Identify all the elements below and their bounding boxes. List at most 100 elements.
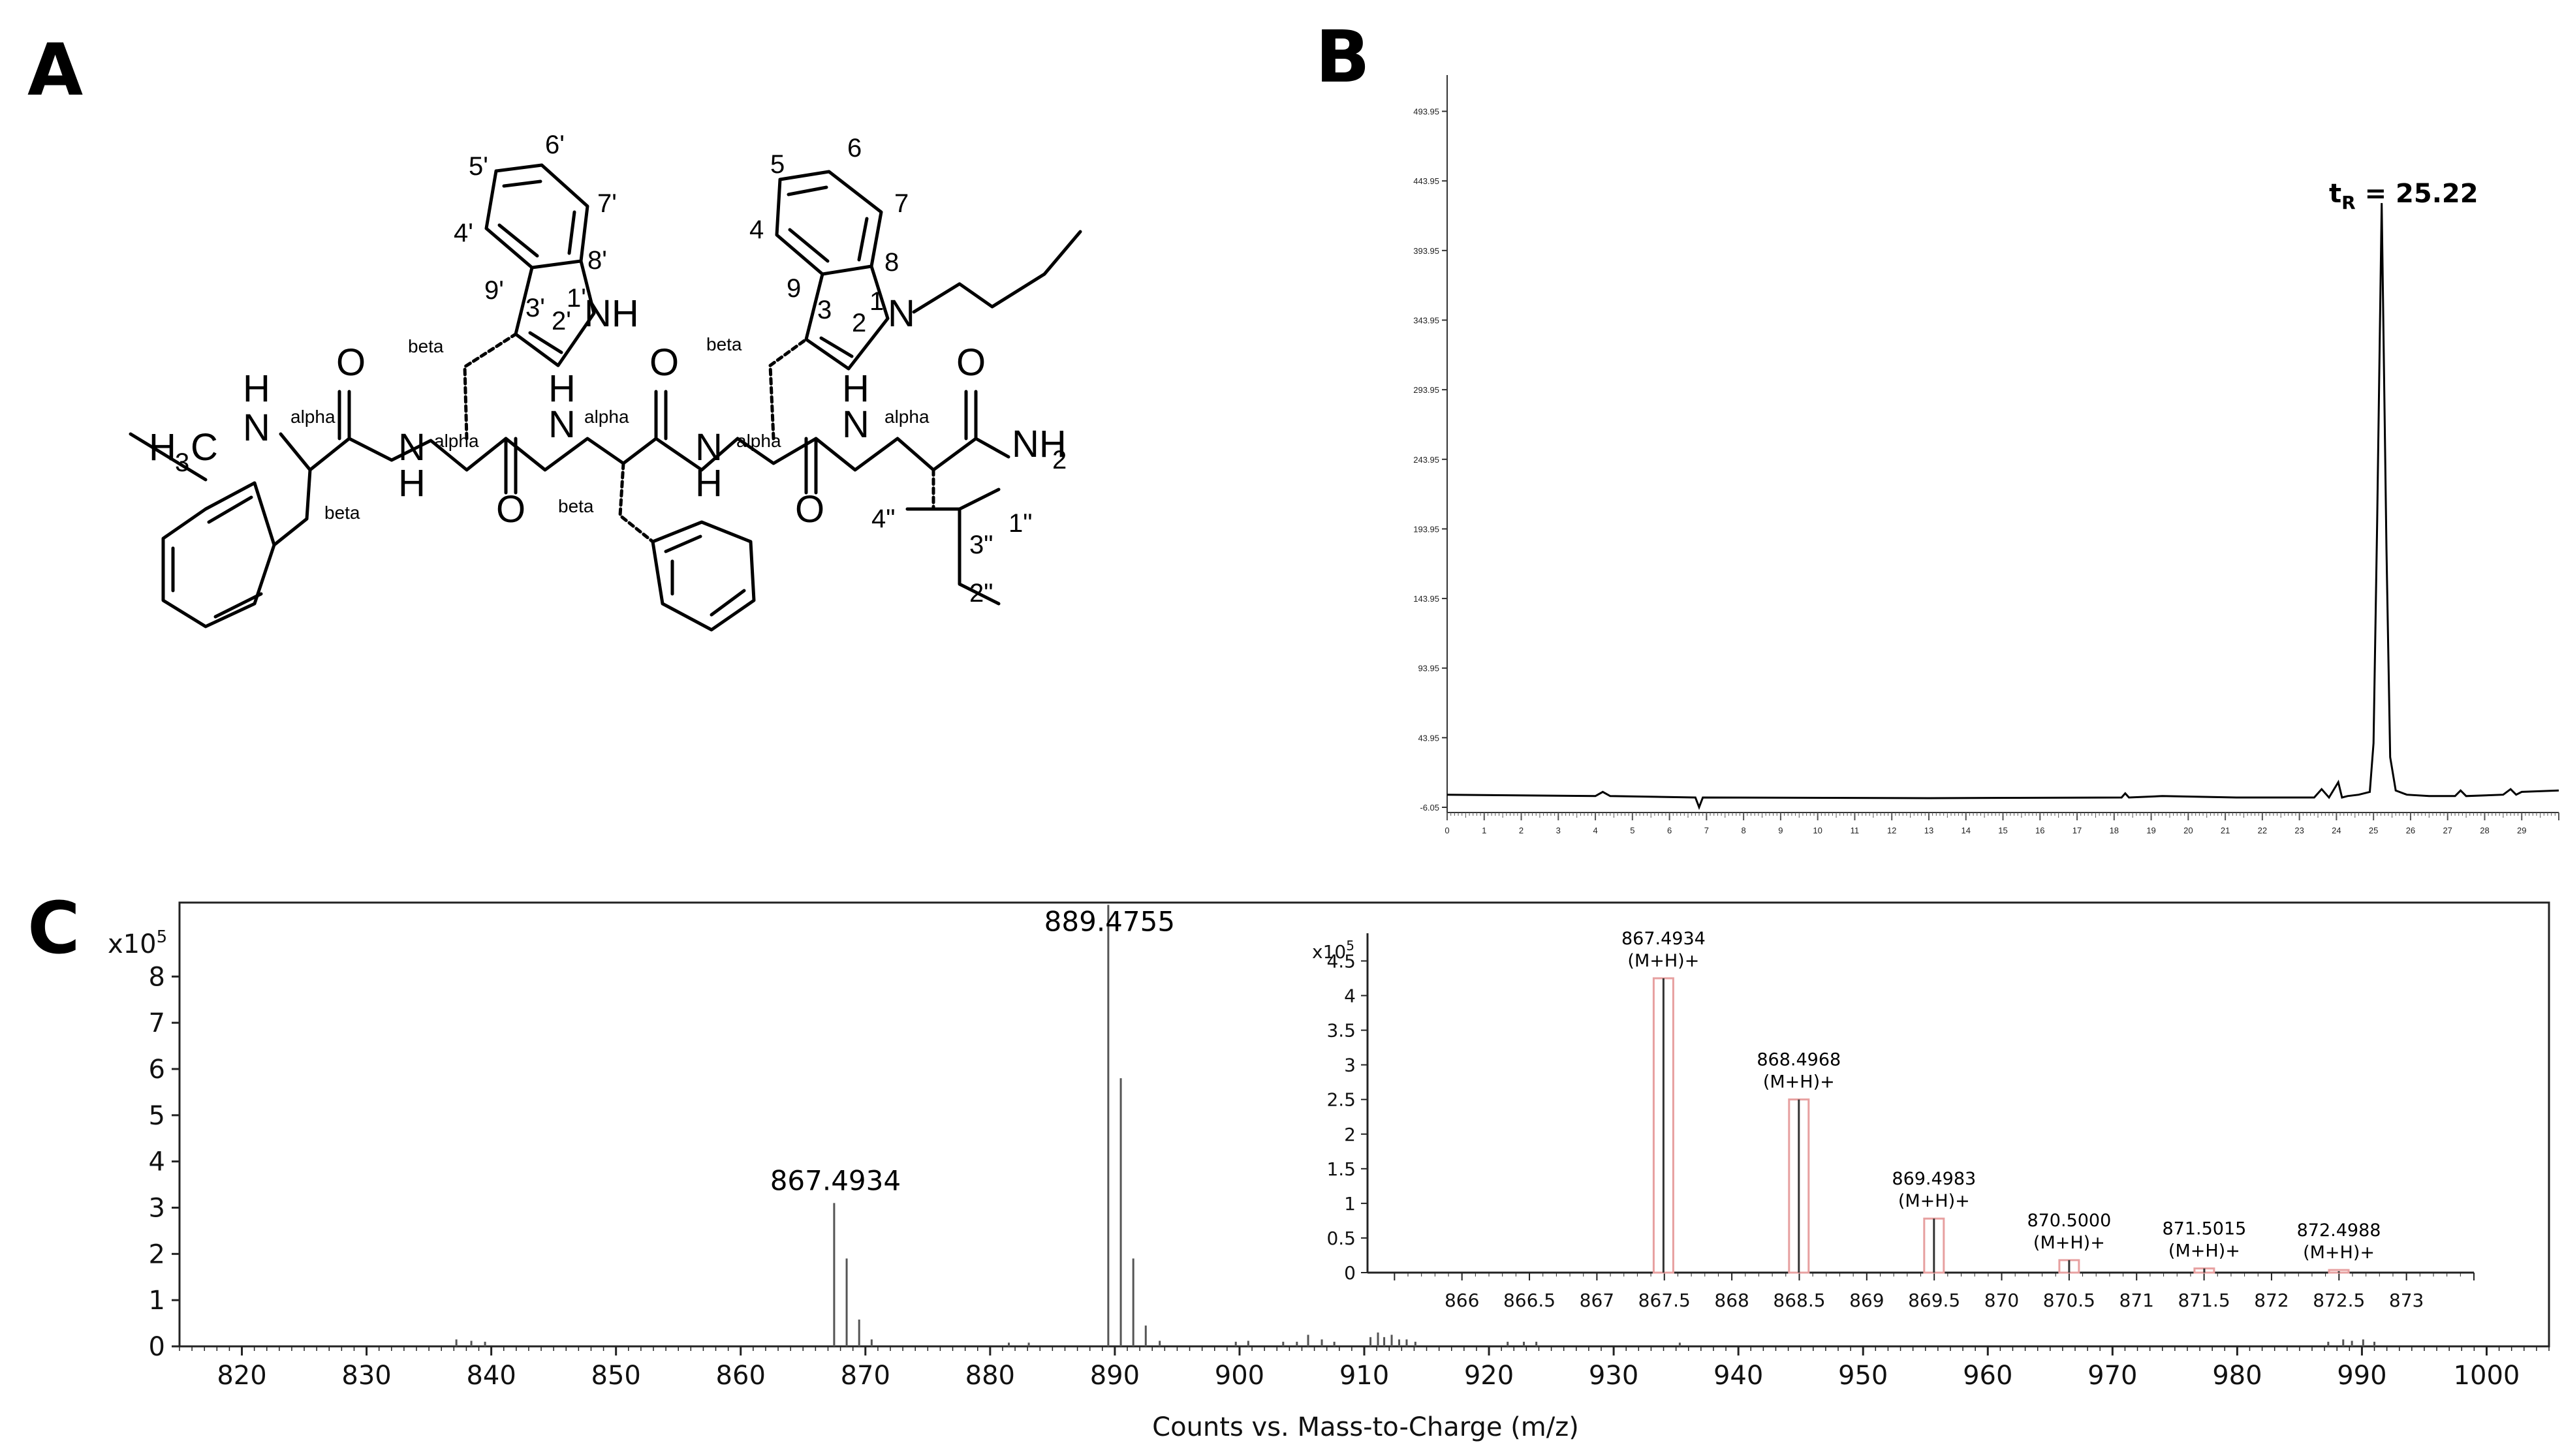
inset-peak-ion-label: (M+H)+ xyxy=(1763,1072,1835,1092)
inset-y-unit: x105 xyxy=(1312,938,1354,963)
spectrum-x-axis-title: Counts vs. Mass-to-Charge (m/z) xyxy=(1152,1412,1579,1442)
inset-x-tick-label: 869.5 xyxy=(1908,1290,1960,1311)
carbonyl-4 xyxy=(804,437,818,495)
methyl-subscript: 3 xyxy=(175,448,189,477)
spectrum-y-tick-label: 8 xyxy=(149,962,165,992)
chromatogram-x-tick-label: 8 xyxy=(1742,826,1746,835)
spectrum-x-tick-label: 930 xyxy=(1589,1361,1638,1391)
beta-label-4: beta xyxy=(706,334,742,354)
inset-y-tick-label: 4 xyxy=(1344,985,1356,1007)
chromatogram-x-tick-label: 4 xyxy=(1593,826,1597,835)
inset-x-tick-label: 867.5 xyxy=(1638,1290,1691,1311)
spectrum-x-tick-label: 960 xyxy=(1963,1361,2012,1391)
amide-1-h-atom: H xyxy=(398,462,426,504)
phe2-phenyl-ring xyxy=(651,520,756,632)
chromatogram-y-tick-label: 393.95 xyxy=(1413,246,1439,256)
inset-y-tick-label: 4.5 xyxy=(1326,950,1356,972)
amide-2-n-atom: N xyxy=(548,403,576,446)
carbonyl-3 xyxy=(654,390,668,441)
spectrum-x-tick-label: 890 xyxy=(1090,1361,1140,1391)
alpha-label-5: alpha xyxy=(884,407,930,427)
inset-peak-mz-label: 872.4988 xyxy=(2297,1220,2381,1241)
ring-label-5: 5 xyxy=(770,150,785,179)
butyl-trp-side-chain xyxy=(768,337,808,441)
chromatogram-x-tick-label: 7 xyxy=(1704,826,1709,835)
ring-label-1: 1 xyxy=(869,287,884,316)
left-indole-pyrrole-ring xyxy=(514,259,596,367)
inset-peak-ion-label: (M+H)+ xyxy=(2303,1243,2375,1263)
alpha-label-4: alpha xyxy=(736,431,781,451)
spectrum-y-tick-label: 0 xyxy=(149,1332,165,1362)
chromatogram-x-tick-label: 2 xyxy=(1519,826,1524,835)
spectrum-y-tick-label: 2 xyxy=(149,1239,165,1269)
methyl-h-atom: H xyxy=(149,426,176,469)
inset-y-tick-label: 0 xyxy=(1344,1262,1356,1284)
inset-peak-mz-label: 867.4934 xyxy=(1621,929,1706,949)
inset-x-tick-label: 866 xyxy=(1445,1290,1479,1311)
beta-label-3: beta xyxy=(558,496,594,516)
chromatogram-x-tick-label: 27 xyxy=(2443,826,2452,835)
chromatogram-y-tick-label: 243.95 xyxy=(1413,455,1439,465)
terminal-nh-atom: NH xyxy=(1012,423,1067,465)
carbonyl-5 xyxy=(964,390,978,441)
chromatogram-x-tick-label: 11 xyxy=(1851,826,1860,835)
peptide-backbone xyxy=(279,432,1010,472)
ring-label-7prime: 7' xyxy=(597,189,617,218)
inset-x-tick-label: 871.5 xyxy=(2178,1290,2230,1311)
right-indole-n: N xyxy=(888,292,915,335)
inset-x-tick-label: 868.5 xyxy=(1773,1290,1825,1311)
terminal-amide-oxygen: O xyxy=(956,341,986,384)
panel-label-c: C xyxy=(27,886,80,970)
inset-x-tick-label: 870.5 xyxy=(2043,1290,2095,1311)
chromatogram-y-tick-label: 193.95 xyxy=(1413,524,1439,534)
inset-y-tick-label: 3.5 xyxy=(1326,1020,1356,1042)
ring-label-1prime: 1' xyxy=(567,284,586,313)
inset-background xyxy=(1368,933,2472,1273)
left-indole-double-bonds xyxy=(497,179,576,258)
inset-x-tick-label: 872 xyxy=(2254,1290,2289,1311)
inset-peak-mz-label: 870.5000 xyxy=(2027,1211,2111,1231)
right-indole-c2-double-bond xyxy=(819,336,854,358)
ring-label-6: 6 xyxy=(847,134,862,163)
chromatogram-y-tick-label: 493.95 xyxy=(1413,107,1439,117)
chromatogram-x-tick-label: 26 xyxy=(2406,826,2415,835)
spectrum-peak-label: 867.4934 xyxy=(770,1164,901,1196)
spectrum-x-tick-label: 860 xyxy=(716,1361,766,1391)
spectrum-y-tick-label: 4 xyxy=(149,1147,165,1177)
carbonyl-2 xyxy=(504,437,518,495)
mass-spectrum-panel: x105 0 1 2 3 4 5 6 7 8 820 830 840 850 860 870 880 890 9… xyxy=(108,901,2550,1442)
inset-y-tick-label: 3 xyxy=(1344,1055,1356,1076)
inset-y-tick-label: 2.5 xyxy=(1326,1089,1356,1111)
inset-x-tick-label: 870 xyxy=(1984,1290,2019,1311)
inset-x-tick-label: 868 xyxy=(1714,1290,1749,1311)
ring-label-3: 3 xyxy=(817,296,832,324)
spectrum-x-tick-label: 990 xyxy=(2337,1361,2386,1391)
panel-label-b: B xyxy=(1315,15,1370,99)
chromatogram-trace xyxy=(1446,203,2559,811)
inset-y-tick-label: 2 xyxy=(1344,1124,1356,1145)
n-methyl-h-atom: H xyxy=(243,367,270,410)
chromatogram-x-tick-label: 13 xyxy=(1924,826,1933,835)
spectrum-x-tick-label: 920 xyxy=(1464,1361,1514,1391)
ring-label-4prime: 4' xyxy=(454,219,473,247)
chromatogram-y-tick-label: 93.95 xyxy=(1418,664,1439,674)
inset-peak-ion-label: (M+H)+ xyxy=(2033,1233,2105,1253)
phe2-phenyl-double-bonds xyxy=(664,534,746,617)
chromatogram-x-tick-label: 10 xyxy=(1813,826,1822,835)
chromatogram-x-ticks: 0 1 2 3 4 5 6 7 8 9 10 11 12 13 14 15 16 17 18 19 20 21 22 23 24… xyxy=(1445,813,2559,835)
ring-label-4: 4 xyxy=(749,215,764,244)
ring-label-2: 2 xyxy=(852,309,866,337)
spectrum-y-ticks: 0 1 2 3 4 5 6 7 8 xyxy=(149,962,180,1362)
spectrum-peak-label: 889.4755 xyxy=(1044,906,1175,938)
inset-x-tick-label: 867 xyxy=(1580,1290,1614,1311)
n-methyl-n-atom: N xyxy=(243,407,270,449)
spectrum-x-tick-label: 970 xyxy=(2087,1361,2137,1391)
spectrum-x-ticks: 820 830 840 850 860 870 880 890 900 910 920 930 940 9… xyxy=(179,1346,2550,1391)
amide-2-h-atom: H xyxy=(548,367,576,410)
methyl-c-atom: C xyxy=(191,426,218,469)
chromatogram-x-tick-label: 3 xyxy=(1556,826,1561,835)
chromatogram-x-tick-label: 21 xyxy=(2221,826,2230,835)
right-indole-pyrrole-ring xyxy=(804,264,890,371)
amide-4-oxygen: O xyxy=(795,488,824,531)
chromatogram-y-tick-label: 343.95 xyxy=(1413,315,1439,325)
